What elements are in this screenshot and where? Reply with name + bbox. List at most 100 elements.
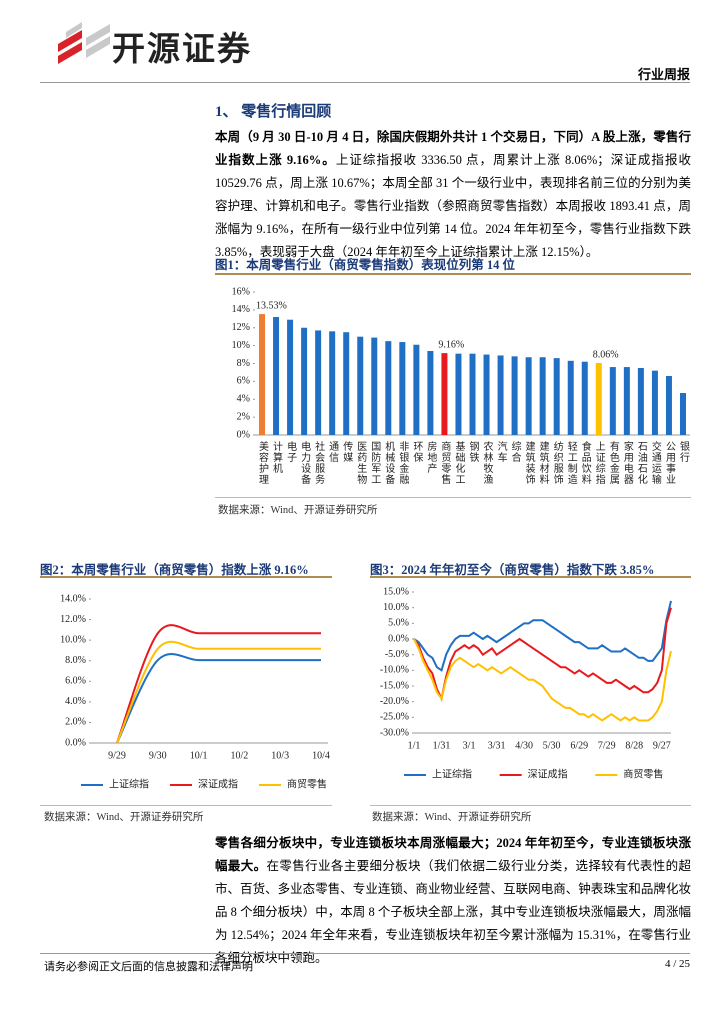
source-rule [40,805,332,806]
paragraph: 本周（9 月 30 日-10 月 4 日，除国庆假期外共计 1 个交易日，下同）… [215,126,691,264]
x-tick-label: 石油石化 [635,441,647,485]
x-tick-label: 电力设备 [299,440,311,485]
y-tick-label: 8% [237,358,250,369]
x-tick-label: 银行 [677,440,689,463]
y-tick-label: -25.0% [380,712,409,723]
chart: -30.0% -25.0% -20.0% -15.0% -10.0% -5.0% 0.0% 5… [380,586,672,780]
bar [371,337,378,435]
x-tick-label: 3/31 [488,740,506,751]
figure-title: 图3：2024 年年初至今（商贸零售）指数下跌 3.85% [370,563,655,577]
bar [665,376,672,435]
bar [553,358,560,435]
x-tick-label: 建筑材料 [537,440,549,485]
logo-shape [86,36,110,58]
x-tick-label: 建筑装饰 [523,440,535,485]
y-tick-label: 6.0% [65,676,86,687]
title-rule [370,576,691,578]
y-tick-label: 4.0% [65,696,86,707]
y-tick-label: -20.0% [380,696,409,707]
x-tick-label: 8/28 [625,740,643,751]
y-tick-label: 12% [232,322,250,333]
y-tick-label: 10.0% [383,602,409,613]
y-tick-label: -30.0% [380,727,409,738]
x-tick-label: 医药生物 [355,441,367,485]
footer-rule [40,953,690,954]
x-tick-label: 纺织服饰 [551,440,563,485]
x-tick-label: 综合 [509,440,521,463]
y-tick-label: 14% [232,304,250,315]
source-rule [215,497,691,498]
series-line [116,640,321,744]
y-tick-label: 6% [237,376,250,387]
series-line [413,600,672,672]
x-tick-label: 房地产 [425,440,437,474]
bar [357,336,364,435]
legend-label: 商贸零售 [287,777,327,790]
series-line [413,607,672,702]
body-text: 上证综指报收 3336.50 点，周累计上涨 8.06%；深证成指报收 1052… [215,153,691,259]
x-tick-label: 国防军工 [369,441,381,485]
bar [441,353,448,435]
legend-label: 上证综指 [432,767,472,780]
x-tick-label: 钢铁 [467,440,479,463]
x-tick-label: 4/30 [515,740,533,751]
x-tick-label: 3/1 [463,740,476,751]
bar [469,353,476,435]
section-title: 1、 零售行情回顾 [215,104,332,120]
logo-shape [58,30,82,52]
x-tick-label: 9/30 [149,750,167,761]
header-rule [40,82,690,83]
x-tick-label: 家用电器 [621,440,633,485]
series-line [116,624,321,744]
bar [399,342,406,435]
lead: 本周（9 月 30 日-10 月 4 日，除国庆假期外共计 1 个交易日，下同）… [215,130,691,167]
y-tick-label: 12.0% [60,614,86,625]
x-tick-label: 1/1 [408,740,421,751]
data-label: 13.53% [256,300,287,311]
y-tick-label: -10.0% [380,665,409,676]
x-tick-label: 10/1 [190,750,208,761]
y-tick-label: 8.0% [65,655,86,666]
x-tick-label: 公用事业 [663,441,675,485]
bar [623,367,630,435]
page-number: 4 / 25 [664,958,690,970]
x-tick-label: 6/29 [570,740,588,751]
bar [343,332,350,435]
y-tick-label: -5.0% [385,649,409,660]
paragraph: 零售各细分板块中，专业连锁板块本周涨幅最大；2024 年年初至今，专业连锁板块涨… [215,832,691,970]
chart: 0% 2% 4% 6% 8% 10% 12% 14% 16% 13.53% 美容护理 计算机 电子 电力设… [232,286,690,485]
x-tick-label: 计算机 [271,440,283,474]
y-tick-label: 5.0% [388,618,409,629]
x-tick-label: 9/27 [653,740,671,751]
x-tick-label: 汽车 [495,440,507,463]
bar [567,360,574,435]
x-tick-label: 9/29 [108,750,126,761]
x-tick-label: 农林牧渔 [481,440,493,485]
source-rule [370,805,691,806]
x-tick-label: 轻工制造 [565,440,577,485]
bar [581,361,588,435]
y-tick-label: 10% [232,340,250,351]
lead: 零售各细分板块中，专业连锁板块本周涨幅最大；2024 年年初至今，专业连锁板块涨… [215,836,691,873]
data-label: 9.16% [438,339,464,350]
x-tick-label: 基础化工 [453,440,465,485]
x-tick-label: 电子 [285,440,297,463]
x-tick-label: 美容护理 [257,440,269,485]
title-rule [215,273,691,275]
x-tick-label: 5/30 [543,740,561,751]
logo-shape [58,42,82,64]
bar [539,357,546,435]
bar [455,353,462,435]
logo-shape [86,24,110,46]
figure-title: 图1：本周零售行业（商贸零售指数）表现位列第 14 位 [215,258,516,272]
bar [413,344,420,435]
logo-shape [66,22,82,38]
source: 数据来源：Wind、开源证券研究所 [44,812,204,823]
bar [609,367,616,435]
bar [637,367,644,435]
y-tick-label: 10.0% [60,634,86,645]
x-tick-label: 社会服务 [313,440,325,485]
body-text: 在零售行业各主要细分板块（我们依据二级行业分类，选择较有代表性的超市、百货、多业… [215,859,691,965]
x-tick-label: 1/31 [433,740,451,751]
